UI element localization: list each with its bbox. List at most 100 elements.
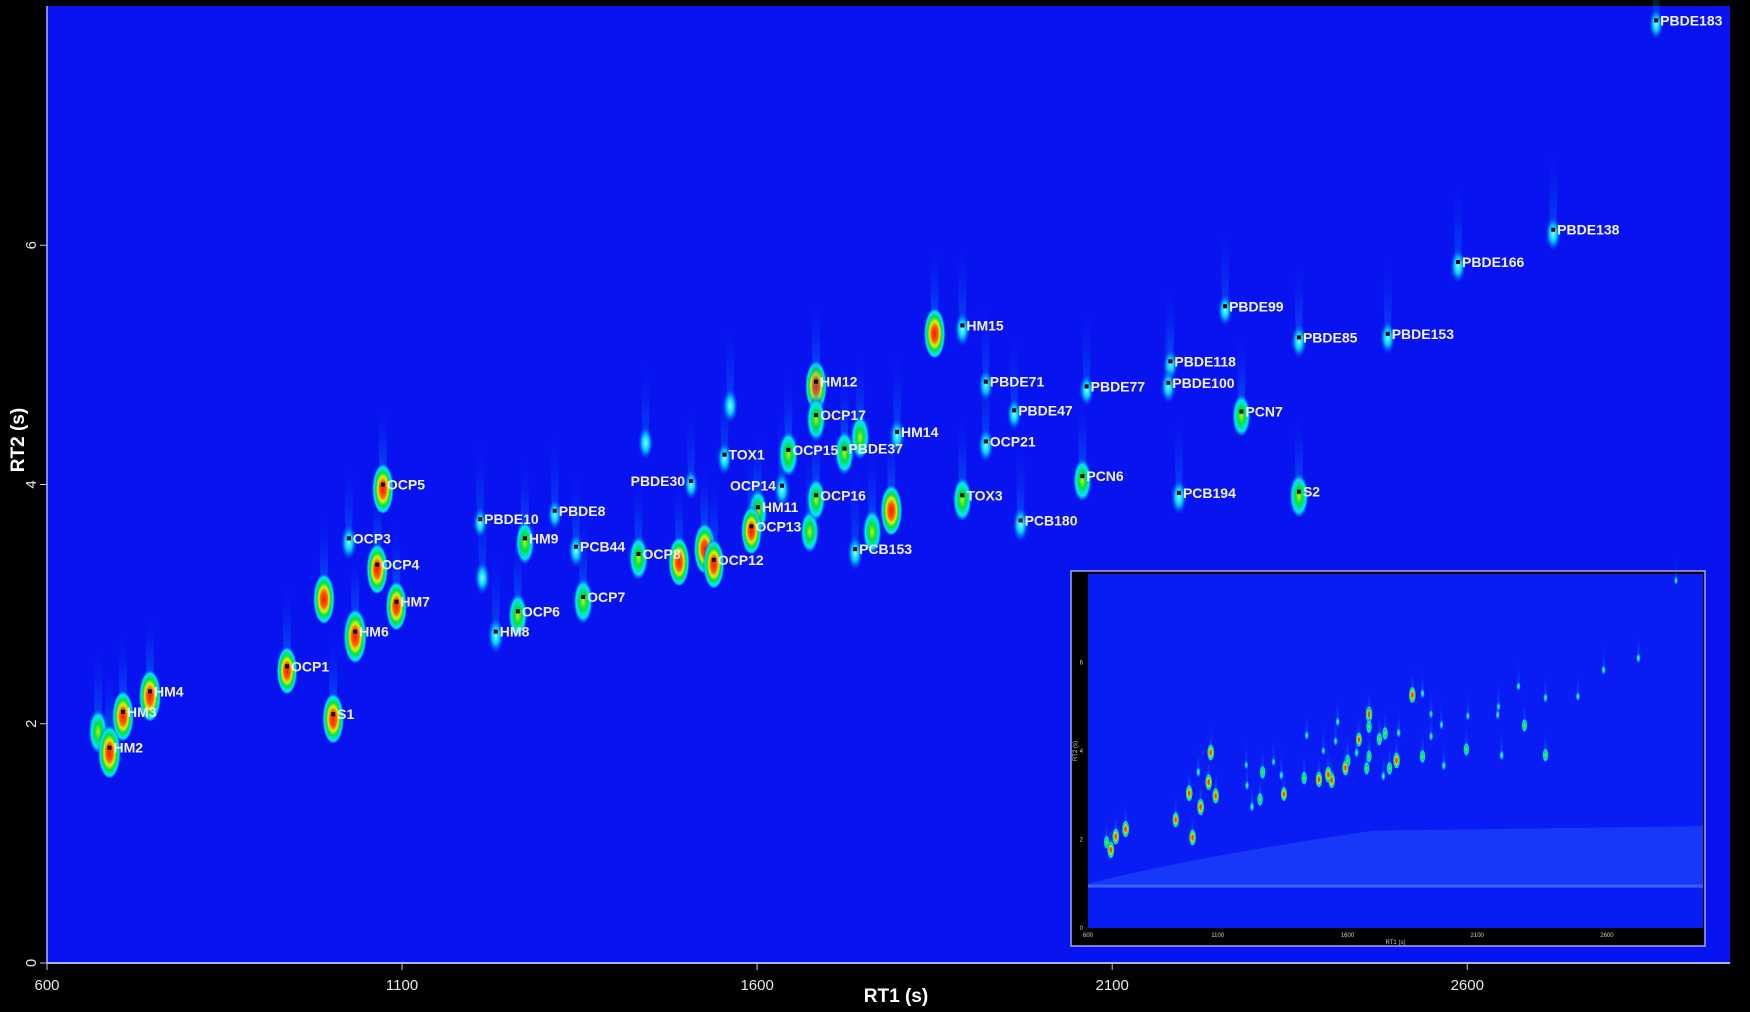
peak-marker[interactable]	[636, 551, 641, 556]
peak-marker[interactable]	[1166, 380, 1171, 385]
peak-marker[interactable]	[120, 709, 125, 714]
peak-marker[interactable]	[375, 562, 380, 567]
peak-marker[interactable]	[522, 536, 527, 541]
peak-spot	[1408, 685, 1417, 704]
peak-spot	[1463, 741, 1470, 757]
inset-peak	[1212, 768, 1220, 804]
peak-tail	[1496, 687, 1500, 716]
peak-marker[interactable]	[1080, 474, 1085, 479]
inset-peak	[1521, 697, 1528, 733]
y-tick-label: 0	[23, 959, 40, 967]
peak-marker[interactable]	[755, 505, 760, 510]
peak-marker[interactable]	[353, 629, 358, 634]
peak-label-ocp4: OCP4	[381, 557, 419, 573]
peak-marker[interactable]	[960, 493, 965, 498]
peak-marker[interactable]	[1012, 408, 1017, 413]
peak-label-hm3: HM3	[127, 704, 157, 720]
inset-peak	[1188, 809, 1197, 846]
inset-peak	[1376, 711, 1383, 747]
peak-marker[interactable]	[380, 482, 385, 487]
peak-marker[interactable]	[983, 379, 988, 384]
peak-marker[interactable]	[147, 689, 152, 694]
peak-marker[interactable]	[107, 745, 112, 750]
inset-peak	[1495, 687, 1501, 720]
peak-marker[interactable]	[1385, 331, 1390, 336]
peak-marker[interactable]	[779, 483, 784, 488]
inset-peak	[1419, 728, 1426, 764]
peak-ocp16	[806, 413, 826, 520]
peak-spot	[1280, 785, 1288, 802]
x-tick-label: 2100	[1096, 977, 1129, 994]
inset-peak	[1392, 732, 1401, 769]
peak-marker[interactable]	[1456, 259, 1461, 264]
x-axis-title: RT1 (s)	[864, 986, 928, 1007]
peak-marker[interactable]	[574, 544, 579, 549]
peak-pbde100	[1160, 300, 1177, 403]
peak-tail	[641, 357, 650, 446]
peak-marker[interactable]	[331, 712, 336, 717]
peak-spot	[1419, 747, 1426, 764]
peak-label-pcn6: PCN6	[1086, 468, 1124, 484]
peak-marker[interactable]	[722, 452, 727, 457]
peak-tail	[1549, 147, 1558, 236]
peak-marker[interactable]	[960, 323, 965, 328]
peak-marker[interactable]	[786, 447, 791, 452]
peak-marker[interactable]	[581, 594, 586, 599]
unlabeled-peak	[637, 357, 654, 459]
peak-marker[interactable]	[346, 536, 351, 541]
peak-spot	[312, 569, 336, 624]
peak-tail	[720, 372, 729, 461]
peak-marker[interactable]	[285, 664, 290, 669]
peak-marker[interactable]	[552, 508, 557, 513]
peak-spot	[1673, 574, 1679, 586]
peak-marker[interactable]	[895, 429, 900, 434]
peak-spot	[1542, 746, 1549, 763]
peak-spot	[1204, 772, 1213, 791]
peak-marker[interactable]	[814, 379, 819, 384]
inset-peak	[1204, 754, 1213, 791]
peak-marker[interactable]	[1654, 18, 1659, 23]
peak-marker[interactable]	[853, 547, 858, 552]
peak-marker[interactable]	[1084, 384, 1089, 389]
peak-marker[interactable]	[711, 557, 716, 562]
inset-x-tick-label: 2600	[1600, 933, 1614, 939]
peak-marker[interactable]	[515, 609, 520, 614]
peak-label-pbde47: PBDE47	[1018, 402, 1073, 418]
peak-marker[interactable]	[493, 629, 498, 634]
peak-marker[interactable]	[1176, 490, 1181, 495]
peak-marker[interactable]	[814, 493, 819, 498]
peak-marker[interactable]	[1168, 359, 1173, 364]
peak-label-pbde166: PBDE166	[1462, 254, 1524, 270]
peak-marker[interactable]	[394, 599, 399, 604]
inset-peak	[1195, 744, 1202, 778]
peak-label-pcb44: PCB44	[580, 539, 625, 555]
peak-label-pbde153: PBDE153	[1392, 326, 1454, 342]
peak-marker[interactable]	[1551, 227, 1556, 232]
peak-marker[interactable]	[478, 517, 483, 522]
peak-marker[interactable]	[983, 439, 988, 444]
peak-marker[interactable]	[1239, 409, 1244, 414]
peak-marker[interactable]	[1296, 335, 1301, 340]
peak-marker[interactable]	[1223, 304, 1228, 309]
peak-label-hm15: HM15	[966, 317, 1004, 333]
peak-spot	[1542, 691, 1549, 704]
peak-spot	[880, 481, 903, 535]
y-tick-label: 4	[23, 480, 40, 488]
peak-label-pbde8: PBDE8	[559, 503, 606, 519]
peak-spot	[1521, 717, 1528, 733]
peak-marker[interactable]	[842, 446, 847, 451]
peak-marker[interactable]	[814, 413, 819, 418]
peak-spot	[1121, 818, 1130, 838]
inset-y-tick-label: 0	[1080, 926, 1084, 932]
peak-label-pcn7: PCN7	[1245, 404, 1283, 420]
peak-marker[interactable]	[1296, 489, 1301, 494]
peak-tail	[1272, 734, 1275, 763]
inset-peak	[1280, 766, 1288, 802]
inset-x-tick-label: 2100	[1471, 933, 1485, 939]
peak-spot	[1600, 663, 1607, 676]
peak-marker[interactable]	[749, 524, 754, 529]
peak-tail	[1245, 757, 1249, 787]
peak-marker[interactable]	[1018, 518, 1023, 523]
peak-marker[interactable]	[689, 478, 694, 483]
